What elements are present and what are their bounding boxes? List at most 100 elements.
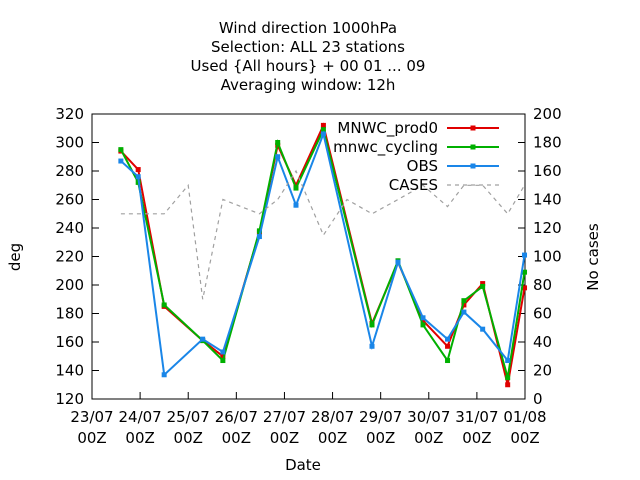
y-tick-label: 260 (55, 191, 84, 209)
data-point (461, 302, 467, 308)
data-point (505, 382, 511, 388)
legend-label: CASES (389, 176, 438, 194)
data-point (220, 358, 226, 364)
data-point (320, 122, 326, 128)
data-point (505, 358, 511, 364)
series-lines (118, 122, 528, 388)
legend-marker (470, 144, 476, 150)
x-tick-label-hour: 00Z (222, 429, 251, 447)
x-tick-label-hour: 00Z (77, 429, 106, 447)
data-point (320, 131, 326, 137)
data-point (369, 322, 375, 328)
data-point (505, 375, 511, 381)
data-point (461, 309, 467, 315)
x-tick-label-date: 28/07 (311, 408, 354, 426)
y-tick-label: 200 (55, 276, 84, 294)
data-point (320, 127, 326, 133)
x-tick-label-date: 01/08 (503, 408, 546, 426)
data-point (275, 140, 281, 145)
data-point (256, 234, 262, 240)
x-tick-label-date: 31/07 (455, 408, 498, 426)
series-line (120, 169, 526, 300)
x-tick-label-date: 24/07 (118, 408, 161, 426)
data-point (135, 174, 141, 180)
y2-tick-label: 20 (533, 362, 552, 380)
data-point (135, 167, 141, 173)
data-point (522, 252, 528, 258)
y-tick-label: 160 (55, 333, 84, 351)
x-tick-label-hour: 00Z (366, 429, 395, 447)
data-point (293, 182, 299, 188)
x-tick-label-hour: 00Z (462, 429, 491, 447)
data-point (220, 353, 226, 359)
y2-tick-label: 40 (533, 333, 552, 351)
x-tick-label-hour: 00Z (270, 429, 299, 447)
x-tick-label-hour: 00Z (414, 429, 443, 447)
legend-label: mnwc_cycling (333, 138, 438, 157)
title-line: Averaging window: 12h (221, 76, 396, 94)
y2-tick-label: 60 (533, 305, 552, 323)
data-point (369, 343, 375, 349)
data-point (445, 336, 451, 342)
y-axis-ticks: 120 140 160 180 200 220 240 260 280 300 320 (55, 105, 99, 408)
data-point (161, 302, 167, 308)
y2-axis-ticks: 0 20 40 60 80 100 120 140 160 180 200 (518, 105, 562, 408)
legend-label: MNWC_prod0 (337, 119, 438, 138)
y-tick-label: 140 (55, 362, 84, 380)
title-line: Wind direction 1000hPa (219, 19, 397, 37)
x-axis-label: Date (285, 456, 321, 474)
y2-tick-label: 80 (533, 276, 552, 294)
data-point (480, 281, 486, 287)
y2-axis-label: No cases (584, 223, 602, 291)
data-point (220, 349, 226, 355)
y-tick-label: 300 (55, 134, 84, 152)
legend-marker (470, 125, 476, 131)
data-point (275, 154, 281, 160)
data-point (445, 358, 451, 364)
y2-tick-label: 200 (533, 105, 562, 123)
y2-tick-label: 0 (533, 390, 543, 408)
y-tick-label: 280 (55, 162, 84, 180)
x-tick-label-date: 25/07 (167, 408, 210, 426)
series-line (120, 130, 526, 377)
y2-tick-label: 140 (533, 191, 562, 209)
data-point (420, 315, 426, 321)
x-tick-label-date: 27/07 (263, 408, 306, 426)
y2-tick-label: 180 (533, 134, 562, 152)
data-point (461, 298, 467, 304)
data-point (445, 343, 451, 349)
series-obs (118, 130, 528, 378)
data-point (200, 336, 206, 342)
y-tick-label: 240 (55, 219, 84, 237)
title-line: Used {All hours} + 00 01 ... 09 (191, 57, 426, 75)
y-tick-label: 180 (55, 305, 84, 323)
y2-tick-label: 100 (533, 248, 562, 266)
data-point (395, 259, 401, 265)
data-point (522, 269, 528, 275)
data-point (293, 202, 299, 208)
data-point (522, 285, 528, 291)
data-point (118, 158, 124, 164)
legend-label: OBS (407, 157, 438, 175)
data-point (480, 283, 486, 289)
x-tick-label-hour: 00Z (174, 429, 203, 447)
x-tick-label-date: 30/07 (407, 408, 450, 426)
x-tick-label-date: 26/07 (215, 408, 258, 426)
data-point (118, 147, 124, 153)
x-tick-label-hour: 00Z (125, 429, 154, 447)
y-axis-label: deg (6, 243, 24, 271)
y-tick-label: 120 (55, 390, 84, 408)
data-point (161, 372, 167, 378)
series-cases (120, 169, 526, 300)
y2-tick-label: 160 (533, 162, 562, 180)
title-line: Selection: ALL 23 stations (211, 38, 405, 56)
y2-tick-label: 120 (533, 219, 562, 237)
legend-marker (470, 163, 476, 169)
x-tick-label-date: 29/07 (359, 408, 402, 426)
x-axis-ticks: 23/07 00Z 24/07 00Z 25/07 00Z 26/07 00Z 27/07 00Z… (70, 392, 547, 447)
data-point (293, 185, 299, 191)
x-tick-label-date: 23/07 (70, 408, 113, 426)
